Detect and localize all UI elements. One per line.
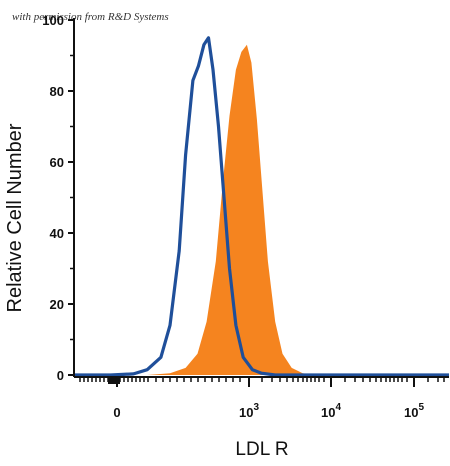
series-layer <box>74 36 449 377</box>
y-tick-label: 100 <box>42 13 64 28</box>
tick-layer: 0 20 40 60 80 100 0 103 104 105 <box>42 13 445 420</box>
y-axis-label: Relative Cell Number <box>4 123 26 312</box>
stained-histogram-area <box>147 44 317 376</box>
x-tick-cluster <box>108 378 120 384</box>
y-tick-label: 40 <box>50 226 64 241</box>
control-histogram-line <box>74 36 449 377</box>
x-tick-label: 104 <box>321 402 341 420</box>
watermark-text: with permission from R&D Systems <box>12 11 169 23</box>
x-axis-label: LDL R <box>235 439 288 460</box>
y-tick-label: 0 <box>57 368 64 383</box>
y-tick-label: 60 <box>50 155 64 170</box>
y-tick-label: 20 <box>50 297 64 312</box>
x-tick-label: 0 <box>113 405 120 420</box>
x-tick-label: 105 <box>404 402 424 420</box>
y-tick-label: 80 <box>50 84 64 99</box>
x-tick-label: 103 <box>239 402 259 420</box>
